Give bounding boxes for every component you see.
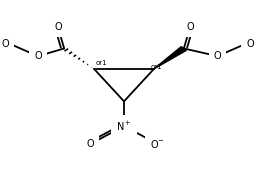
Text: or1: or1 bbox=[150, 64, 162, 70]
Text: O: O bbox=[246, 39, 254, 49]
Text: O: O bbox=[54, 22, 62, 32]
Text: O: O bbox=[87, 139, 94, 149]
Text: N$^+$: N$^+$ bbox=[116, 120, 132, 133]
Text: O: O bbox=[2, 39, 9, 49]
Text: O: O bbox=[214, 51, 221, 61]
Text: O: O bbox=[34, 51, 42, 61]
Text: O$^{-}$: O$^{-}$ bbox=[150, 138, 165, 150]
Polygon shape bbox=[154, 47, 186, 69]
Text: O: O bbox=[186, 22, 194, 32]
Text: or1: or1 bbox=[95, 60, 107, 66]
Text: O: O bbox=[3, 39, 10, 49]
Text: O: O bbox=[245, 39, 252, 49]
